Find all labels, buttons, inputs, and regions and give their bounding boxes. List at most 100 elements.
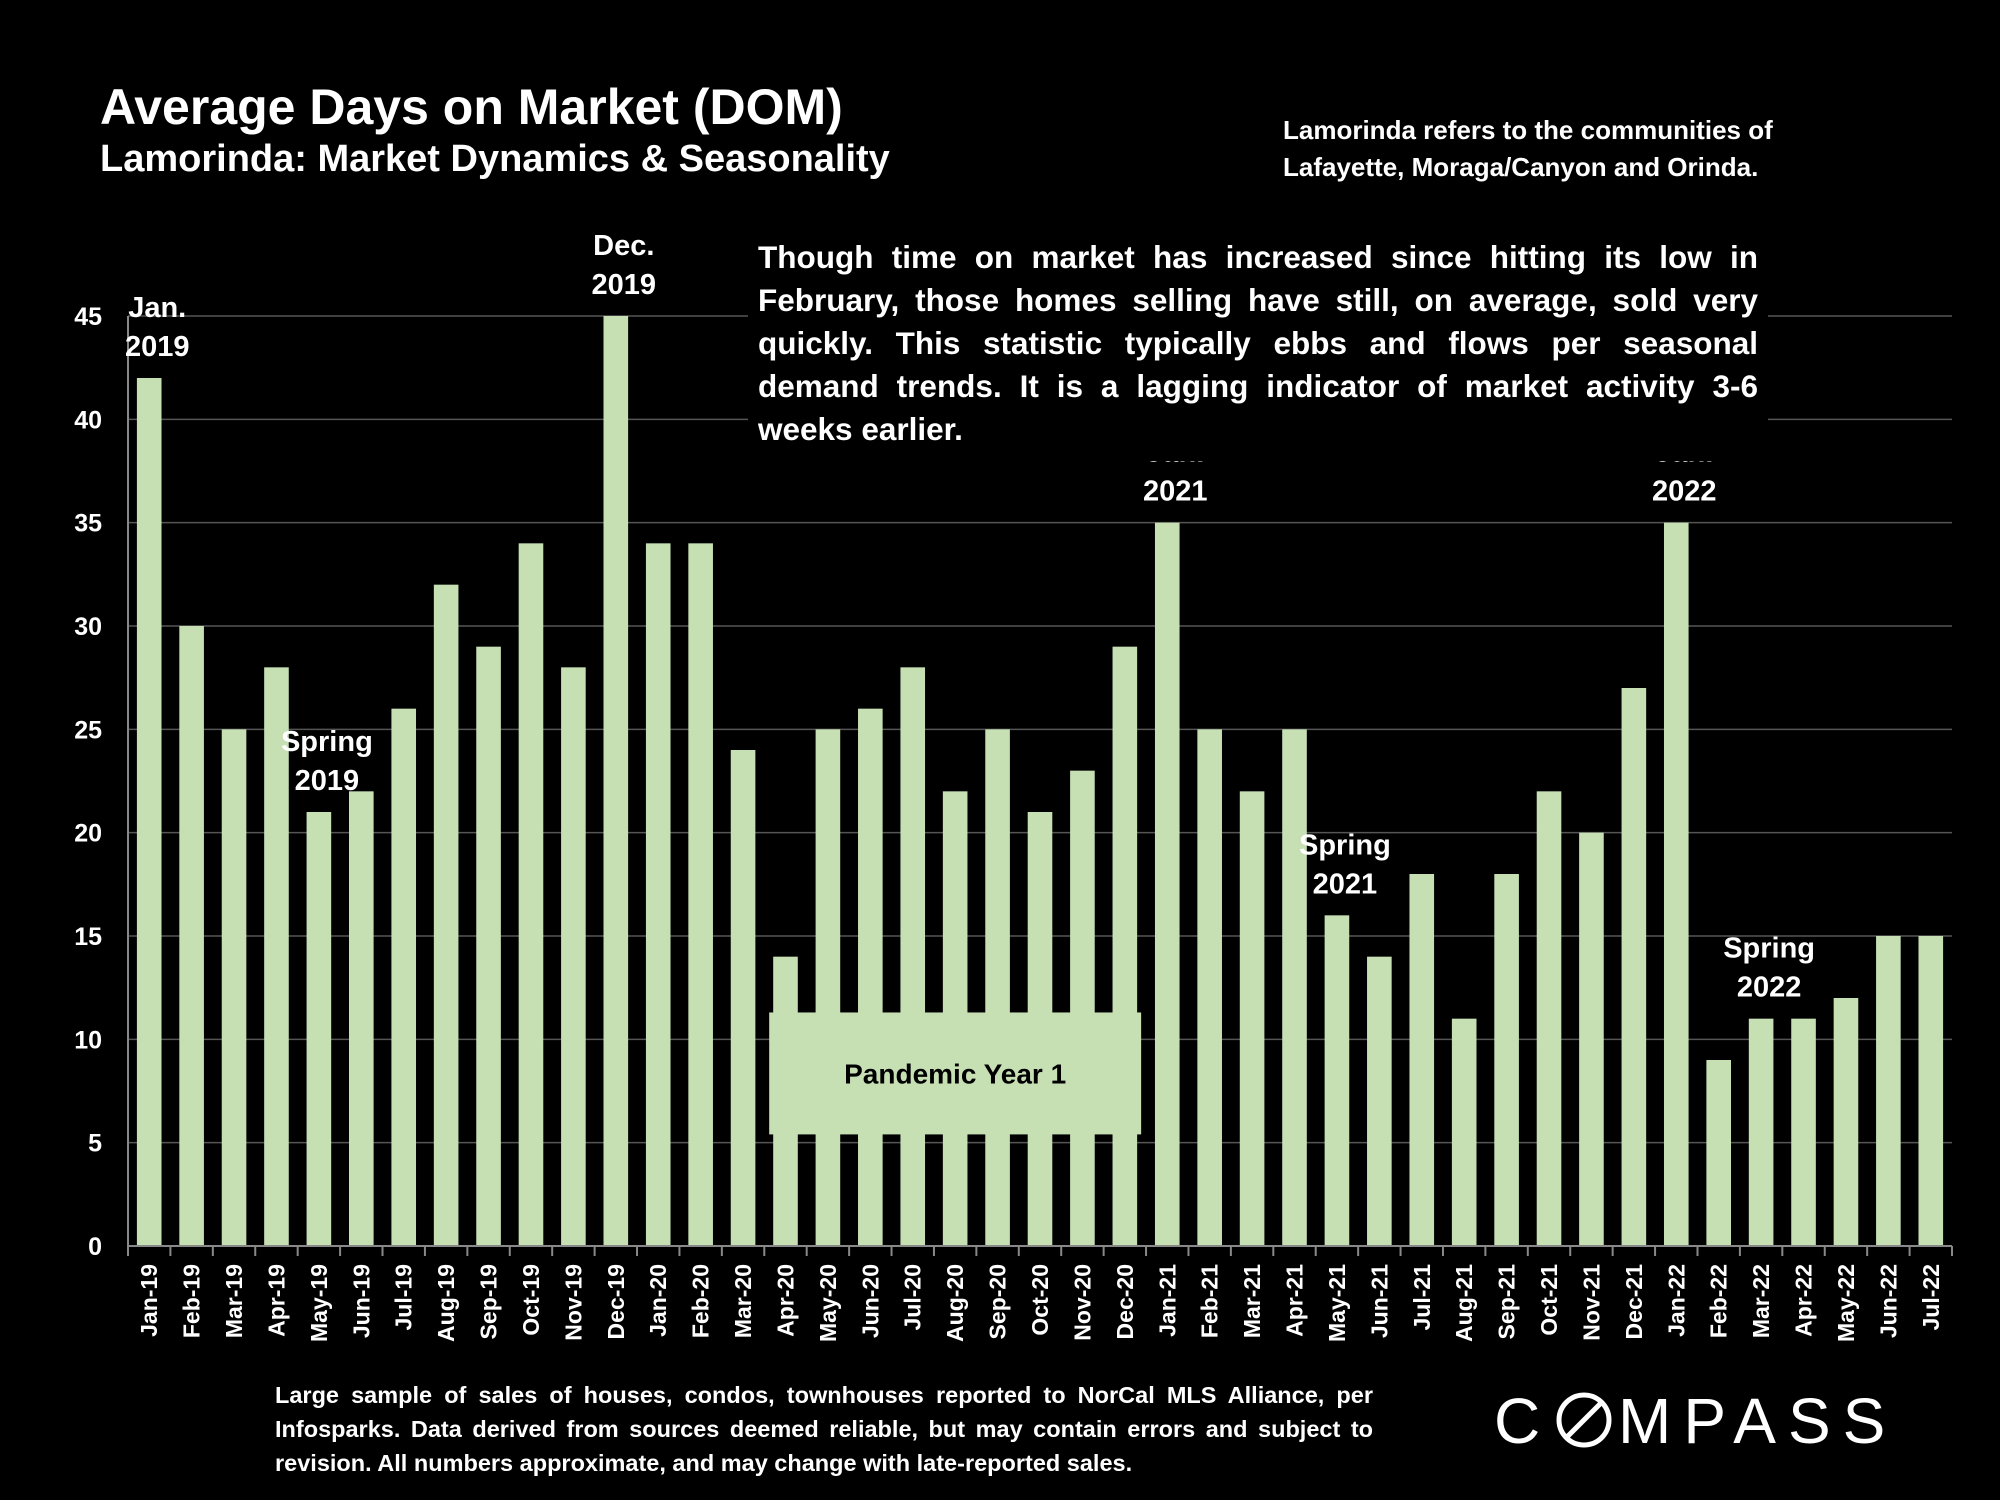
x-tick-label: Apr-22 bbox=[1791, 1264, 1817, 1337]
x-tick-label: Apr-19 bbox=[263, 1264, 289, 1337]
annotation-line: 2022 bbox=[1652, 476, 1717, 508]
annotation-Jan-19: Jan. 2019 bbox=[125, 292, 190, 363]
bar-May-22 bbox=[1833, 998, 1859, 1246]
x-tick-label: Sep-20 bbox=[985, 1264, 1011, 1339]
bar-Oct-19 bbox=[518, 543, 544, 1246]
bar-Jan-20 bbox=[645, 543, 671, 1246]
bar-Mar-20 bbox=[730, 750, 756, 1246]
x-tick-label: Apr-21 bbox=[1282, 1264, 1308, 1337]
y-tick-label: 25 bbox=[74, 716, 102, 744]
x-tick-label: Jul-19 bbox=[391, 1264, 417, 1330]
bar-Mar-21 bbox=[1239, 791, 1265, 1246]
y-tick-label: 20 bbox=[74, 820, 102, 848]
bar-Jun-20 bbox=[858, 708, 883, 1246]
x-tick-label: Oct-21 bbox=[1536, 1264, 1562, 1336]
bar-Feb-21 bbox=[1197, 729, 1222, 1246]
x-tick-label: Feb-22 bbox=[1706, 1264, 1732, 1338]
bar-May-21 bbox=[1324, 915, 1350, 1246]
y-tick-label: 40 bbox=[74, 406, 102, 434]
x-tick-label: Jan-20 bbox=[645, 1264, 671, 1337]
bar-Jul-22 bbox=[1918, 936, 1944, 1246]
bar-Feb-19 bbox=[179, 626, 204, 1246]
bar-Dec-20 bbox=[1112, 646, 1138, 1246]
bar-Jan-21 bbox=[1154, 522, 1180, 1246]
compass-logo: C MPASS bbox=[1494, 1385, 1897, 1455]
bar-Aug-21 bbox=[1451, 1018, 1477, 1246]
annotation-May-21: Spring 2021 bbox=[1299, 829, 1391, 900]
bar-May-19 bbox=[306, 812, 332, 1246]
bar-Dec-21 bbox=[1621, 688, 1647, 1246]
x-tick-label: Jul-20 bbox=[900, 1264, 926, 1330]
bar-Aug-19 bbox=[433, 584, 459, 1246]
bar-Jan-22 bbox=[1663, 522, 1689, 1246]
bar-Oct-21 bbox=[1536, 791, 1562, 1246]
pandemic-band bbox=[769, 1012, 1142, 1135]
x-tick-label: Jan-21 bbox=[1154, 1264, 1180, 1337]
annotation-line: 2019 bbox=[125, 331, 190, 363]
axes bbox=[127, 316, 1953, 1256]
x-tick-label: Nov-21 bbox=[1578, 1264, 1604, 1341]
bar-Nov-21 bbox=[1579, 832, 1604, 1246]
x-tick-label: Mar-19 bbox=[221, 1264, 247, 1338]
x-tick-label: Nov-19 bbox=[560, 1264, 586, 1341]
bar-Apr-19 bbox=[264, 667, 289, 1246]
x-tick-label: Sep-21 bbox=[1494, 1264, 1520, 1340]
bar-Jun-21 bbox=[1367, 956, 1392, 1246]
bar-Jan-19 bbox=[136, 378, 162, 1246]
annotation-Dec-19: Dec. 2019 bbox=[592, 230, 657, 301]
bar-May-20 bbox=[815, 729, 841, 1246]
y-tick-label: 45 bbox=[74, 303, 102, 331]
bar-Feb-20 bbox=[688, 543, 713, 1246]
bar-Nov-19 bbox=[561, 667, 586, 1246]
logo-letters-mpass: MPASS bbox=[1618, 1385, 1897, 1455]
annotation-line: 2019 bbox=[295, 765, 360, 797]
x-tick-label: May-22 bbox=[1833, 1264, 1859, 1342]
chart-subtitle: Lamorinda: Market Dynamics & Seasonality bbox=[100, 138, 890, 180]
annotation-Mar-22: Spring 2022 bbox=[1723, 933, 1815, 1004]
y-tick-label: 5 bbox=[88, 1130, 102, 1158]
x-tick-label: Dec-21 bbox=[1621, 1264, 1647, 1340]
x-tick-label: Oct-20 bbox=[1027, 1264, 1053, 1336]
x-tick-label: Jun-22 bbox=[1875, 1264, 1901, 1338]
bar-Jun-19 bbox=[349, 791, 374, 1246]
annotation-line: Spring bbox=[281, 726, 373, 758]
y-tick-label: 0 bbox=[88, 1233, 102, 1261]
footnote: Large sample of sales of houses, condos,… bbox=[275, 1382, 1373, 1476]
y-tick-label: 30 bbox=[74, 613, 102, 641]
x-tick-label: Feb-21 bbox=[1197, 1264, 1223, 1338]
x-tick-label: Jun-21 bbox=[1366, 1264, 1392, 1338]
bar-Sep-21 bbox=[1494, 874, 1519, 1246]
x-tick-label: Sep-19 bbox=[476, 1264, 502, 1339]
pandemic-band-label: Pandemic Year 1 bbox=[844, 1058, 1066, 1089]
bars bbox=[136, 316, 1944, 1246]
annotation-line: Jan. bbox=[128, 292, 186, 324]
y-tick-label: 15 bbox=[74, 923, 102, 951]
compass-logo-o-icon bbox=[1556, 1392, 1612, 1448]
x-tick-label: Dec-19 bbox=[603, 1264, 629, 1339]
x-tick-label: Oct-19 bbox=[518, 1264, 544, 1336]
x-tick-label: Jan-19 bbox=[136, 1264, 162, 1337]
x-tick-label: Jun-19 bbox=[348, 1264, 374, 1338]
x-tick-label: May-20 bbox=[815, 1264, 841, 1342]
bar-Sep-20 bbox=[985, 729, 1010, 1246]
bar-Sep-19 bbox=[476, 646, 501, 1246]
x-tick-label: Feb-19 bbox=[179, 1264, 205, 1338]
x-tick-labels: Jan-19 Feb-19 Mar-19 Apr-19 May-19 Jun-19 Jul-… bbox=[136, 1264, 1944, 1342]
x-tick-label: Jul-21 bbox=[1409, 1264, 1435, 1331]
region-note: Lamorinda refers to the communities of L… bbox=[1283, 112, 1843, 186]
bar-Jul-20 bbox=[900, 667, 926, 1246]
bar-Nov-20 bbox=[1070, 770, 1095, 1246]
x-tick-label: Apr-20 bbox=[772, 1264, 798, 1337]
x-tick-label: Mar-20 bbox=[730, 1264, 756, 1338]
bar-Jul-19 bbox=[391, 708, 417, 1246]
bar-Jul-21 bbox=[1409, 874, 1435, 1246]
x-tick-label: Feb-20 bbox=[688, 1264, 714, 1338]
region-note-line-2: Lafayette, Moraga/Canyon and Orinda. bbox=[1283, 152, 1759, 182]
bar-Mar-19 bbox=[221, 729, 247, 1246]
annotation-May-19: Spring 2019 bbox=[281, 726, 373, 797]
x-tick-label: Dec-20 bbox=[1112, 1264, 1138, 1339]
x-tick-label: Jun-20 bbox=[857, 1264, 883, 1338]
logo-letter-c: C bbox=[1494, 1385, 1540, 1455]
bar-Apr-22 bbox=[1791, 1018, 1816, 1246]
y-tick-label: 10 bbox=[74, 1026, 102, 1054]
